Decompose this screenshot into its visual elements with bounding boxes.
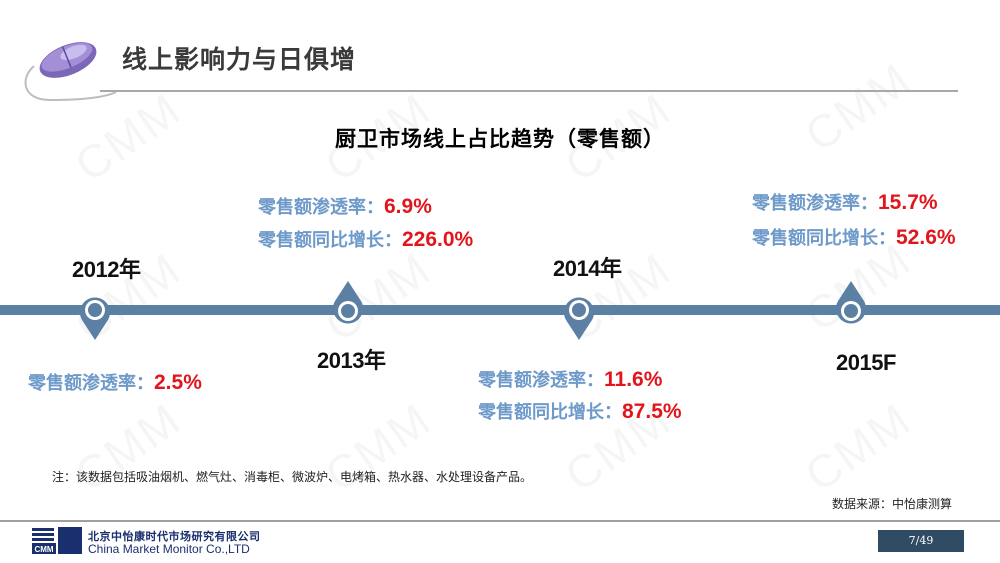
year-2013-label: 2013年 [317, 348, 386, 373]
penetration-label: 零售额渗透率： [478, 370, 604, 391]
growth-label: 零售额同比增长： [752, 228, 896, 249]
stat-2013-penetration: 零售额渗透率：6.9% [258, 193, 432, 219]
company-name-cn: 北京中怡康时代市场研究有限公司 [88, 530, 261, 543]
growth-value: 226.0% [402, 228, 474, 251]
watermark: CMM [315, 392, 441, 503]
penetration-value: 11.6% [604, 368, 663, 391]
year-2015-label: 2015F [836, 350, 896, 375]
stat-2014-growth: 零售额同比增长：87.5% [478, 398, 682, 424]
watermark: CMM [65, 392, 191, 503]
chart-title: 厨卫市场线上占比趋势（零售额） [335, 127, 665, 151]
location-pin-icon [333, 281, 363, 324]
timeline-bar [0, 305, 1000, 315]
location-pin-icon [80, 297, 110, 340]
location-pin-icon [836, 281, 866, 324]
page-title: 线上影响力与日俱增 [122, 45, 357, 74]
penetration-label: 零售额渗透率： [258, 197, 384, 218]
growth-label: 零售额同比增长： [258, 230, 402, 251]
stat-2013-growth: 零售额同比增长：226.0% [258, 226, 473, 252]
header-divider [100, 90, 958, 92]
data-source: 数据来源：中怡康测算 [832, 497, 953, 511]
stat-2014-penetration: 零售额渗透率：11.6% [478, 366, 662, 392]
logo-text: CMM [34, 545, 53, 554]
footer-divider [0, 520, 1000, 522]
stat-2015-growth: 零售额同比增长：52.6% [752, 224, 956, 250]
growth-label: 零售额同比增长： [478, 402, 622, 423]
location-pin-icon [564, 297, 594, 340]
year-2014-label: 2014年 [553, 256, 622, 281]
company-name-en: China Market Monitor Co.,LTD [88, 542, 250, 556]
penetration-label: 零售额渗透率： [28, 373, 154, 394]
year-2012-label: 2012年 [72, 257, 141, 282]
page-number-badge: 7/49 [878, 530, 964, 552]
watermark: CMM [795, 392, 921, 503]
penetration-label: 零售额渗透率： [752, 193, 878, 214]
growth-value: 87.5% [622, 400, 682, 423]
mouse-icon [24, 42, 117, 102]
company-logo: CMM [32, 527, 82, 554]
stat-2015-penetration: 零售额渗透率：15.7% [752, 189, 938, 215]
penetration-value: 15.7% [878, 191, 938, 214]
footnote: 注：该数据包括吸油烟机、燃气灶、消毒柜、微波炉、电烤箱、热水器、水处理设备产品。 [52, 470, 533, 484]
penetration-value: 6.9% [384, 195, 432, 218]
stat-2012-penetration: 零售额渗透率：2.5% [28, 369, 202, 395]
growth-value: 52.6% [896, 226, 956, 249]
penetration-value: 2.5% [154, 371, 202, 394]
